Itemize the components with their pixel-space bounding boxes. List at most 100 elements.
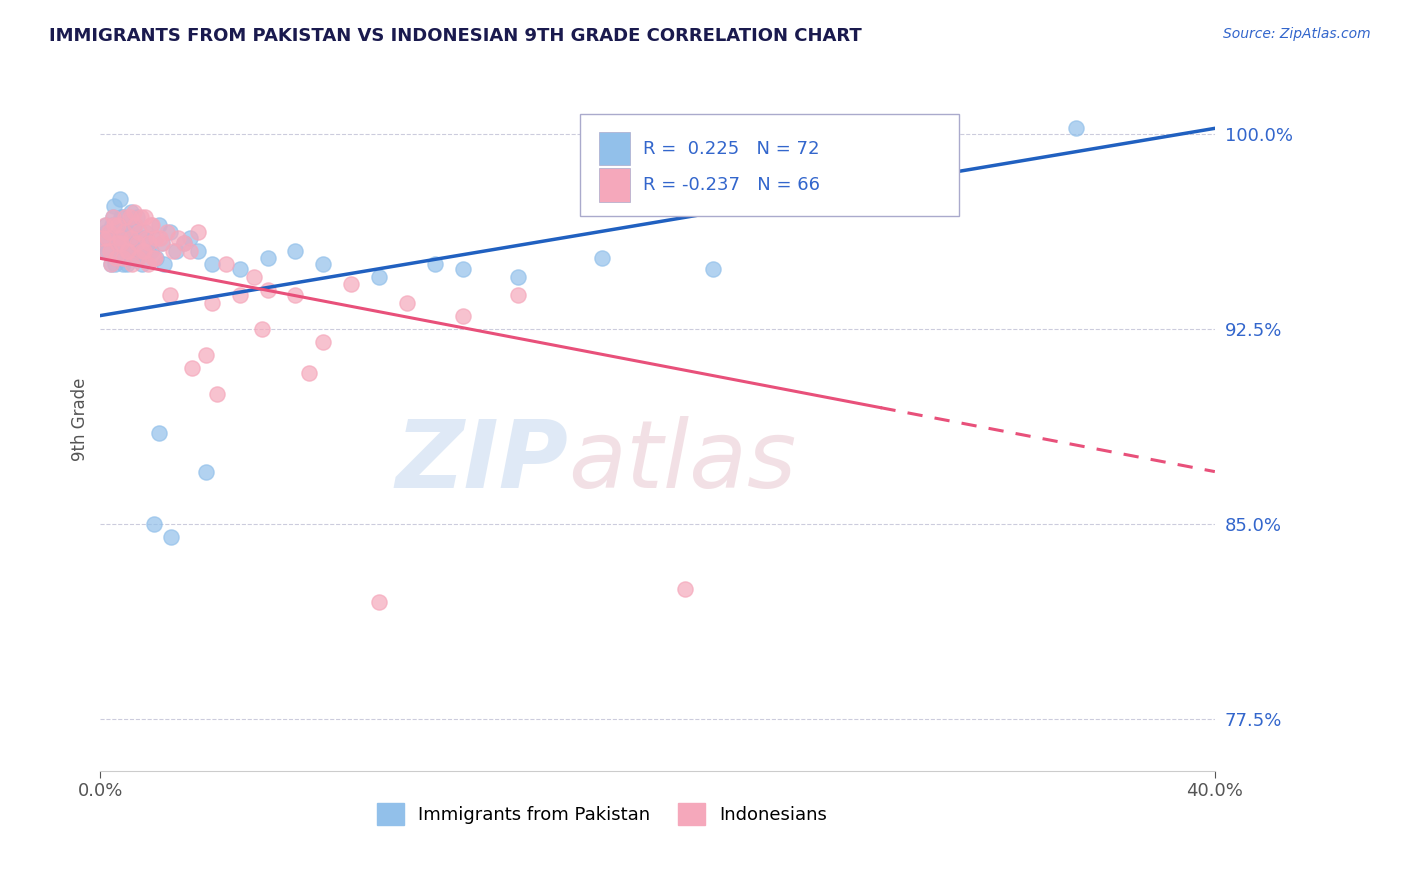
Point (104, 244, 127, 258)
Point (118, 210, 141, 224)
Point (108, 192, 131, 206)
Point (250, 321, 273, 335)
Point (115, 256, 138, 270)
Text: R =  0.225   N = 72: R = 0.225 N = 72 (643, 139, 820, 158)
Point (145, 230, 167, 244)
Point (122, 204, 145, 219)
Point (114, 210, 136, 224)
Point (451, 261, 474, 276)
Point (298, 366, 321, 380)
Point (105, 235, 128, 250)
Point (112, 218, 135, 232)
Point (173, 235, 195, 250)
Point (340, 277, 363, 292)
Point (675, 582, 697, 596)
Point (135, 230, 157, 244)
Point (97, 225, 120, 239)
Point (111, 256, 134, 270)
Point (423, 256, 446, 270)
Point (127, 252, 149, 266)
Point (100, 256, 122, 270)
Point (256, 252, 278, 266)
Point (207, 386, 229, 401)
Point (368, 269, 391, 284)
Point (117, 244, 139, 258)
Point (122, 218, 145, 232)
Point (127, 252, 149, 266)
Point (312, 256, 335, 270)
Point (112, 225, 135, 239)
Point (98, 244, 121, 258)
Bar (599, 132, 630, 165)
Text: IMMIGRANTS FROM PAKISTAN VS INDONESIAN 9TH GRADE CORRELATION CHART: IMMIGRANTS FROM PAKISTAN VS INDONESIAN 9… (49, 27, 862, 45)
Point (508, 269, 530, 284)
Point (131, 230, 153, 244)
Point (368, 594, 391, 608)
Point (142, 516, 165, 531)
Point (136, 244, 159, 258)
Point (141, 218, 163, 232)
Point (201, 256, 224, 270)
Point (136, 256, 159, 270)
Point (508, 287, 530, 301)
Legend: Immigrants from Pakistan, Indonesians: Immigrants from Pakistan, Indonesians (377, 803, 827, 825)
Point (159, 530, 181, 544)
Point (118, 244, 141, 258)
Point (103, 199, 125, 213)
Point (120, 204, 142, 219)
Point (148, 218, 170, 232)
Point (110, 210, 132, 224)
Point (114, 235, 136, 250)
Point (103, 218, 125, 232)
Point (121, 256, 143, 270)
Point (143, 252, 166, 266)
Point (115, 252, 138, 266)
Point (142, 230, 165, 244)
Point (284, 244, 307, 258)
Point (96, 230, 118, 244)
Point (242, 269, 264, 284)
Point (131, 256, 153, 270)
Point (112, 210, 135, 224)
Point (111, 252, 134, 266)
Point (702, 261, 724, 276)
FancyBboxPatch shape (579, 114, 959, 216)
Point (107, 252, 129, 266)
Point (94, 244, 117, 258)
Point (108, 230, 131, 244)
Point (98, 235, 121, 250)
Point (128, 244, 150, 258)
Text: ZIP: ZIP (395, 416, 568, 508)
Point (228, 287, 250, 301)
Point (107, 225, 129, 239)
Point (117, 225, 139, 239)
Point (94, 244, 117, 258)
Bar (599, 169, 630, 202)
Text: Source: ZipAtlas.com: Source: ZipAtlas.com (1223, 27, 1371, 41)
Point (195, 465, 218, 479)
Point (100, 256, 122, 270)
Point (105, 230, 128, 244)
Point (451, 309, 474, 323)
Point (132, 244, 155, 258)
Point (187, 225, 209, 239)
Point (159, 225, 181, 239)
Point (115, 244, 138, 258)
Point (93, 230, 115, 244)
Point (110, 235, 132, 250)
Point (104, 252, 127, 266)
Point (120, 230, 142, 244)
Point (124, 218, 146, 232)
Point (101, 210, 124, 224)
Point (201, 295, 224, 310)
Point (395, 295, 418, 310)
Point (129, 210, 152, 224)
Point (139, 244, 162, 258)
Point (591, 252, 613, 266)
Point (142, 252, 165, 266)
Point (136, 235, 159, 250)
Point (94, 218, 117, 232)
Point (162, 244, 184, 258)
Point (125, 235, 148, 250)
Point (145, 252, 167, 266)
